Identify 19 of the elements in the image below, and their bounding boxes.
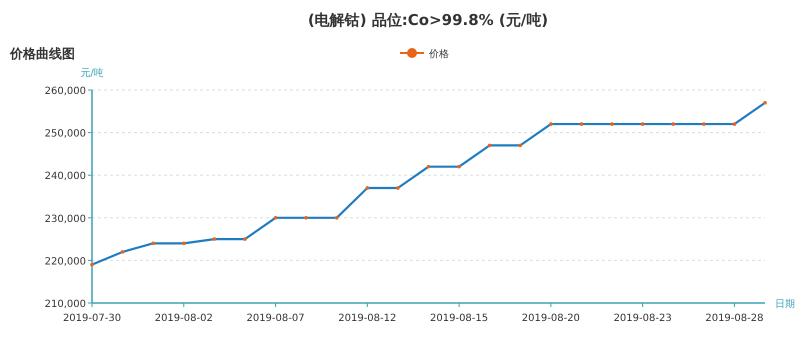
x-tick-label: 2019-07-30 [62, 313, 122, 324]
y-tick-label: 210,000 [44, 299, 86, 310]
x-tick-label: 2019-08-02 [154, 313, 213, 324]
y-tick-label: 230,000 [44, 214, 86, 225]
x-tick-label: 2019-08-07 [246, 313, 305, 324]
chart-subtitle: 价格曲线图 [9, 47, 75, 62]
x-tick-label: 2019-08-15 [430, 313, 488, 324]
y-tick-label: 220,000 [44, 256, 86, 268]
legend-label: 价格 [428, 48, 449, 60]
x-tick-label: 2019-08-12 [338, 313, 396, 324]
y-tick-label: 240,000 [44, 171, 86, 182]
chart-title: (电解钴) 品位:Co>99.8% (元/吨) [308, 11, 548, 29]
y-tick-label: 260,000 [44, 86, 86, 97]
x-tick-label: 2019-08-28 [705, 313, 764, 324]
x-axis-title: 日期 [775, 298, 795, 310]
y-tick-label: 250,000 [44, 128, 86, 140]
y-axis-title: 元/吨 [80, 67, 104, 79]
x-tick-label: 2019-08-23 [614, 313, 672, 324]
x-tick-label: 2019-08-20 [522, 313, 580, 324]
